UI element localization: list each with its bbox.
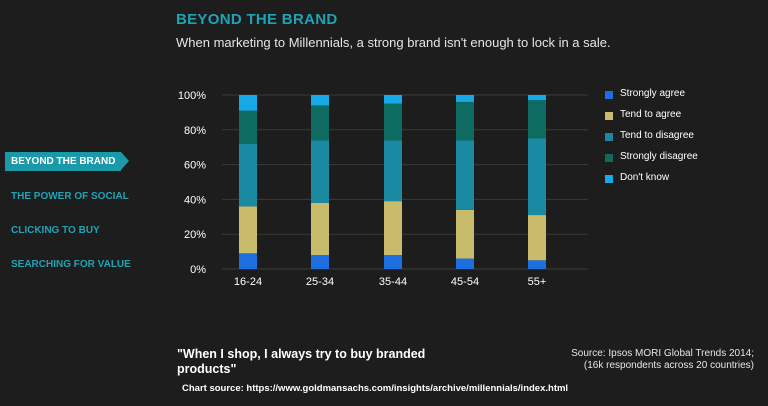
legend-label: Tend to agree bbox=[620, 109, 682, 120]
y-tick-label: 0% bbox=[190, 264, 206, 276]
y-tick-label: 20% bbox=[184, 229, 206, 241]
bar-segment bbox=[528, 215, 546, 261]
page-title: BEYOND THE BRAND bbox=[176, 11, 338, 28]
survey-question-quote: "When I shop, I always try to buy brande… bbox=[177, 347, 426, 376]
bar-segment bbox=[384, 103, 402, 141]
source-line-1: Source: Ipsos MORI Global Trends 2014; bbox=[571, 348, 754, 359]
nav-item-beyond-the-brand[interactable]: BEYOND THE BRAND bbox=[5, 152, 130, 171]
legend-swatch bbox=[605, 154, 613, 162]
bar-segment bbox=[239, 143, 257, 207]
legend-label: Tend to disagree bbox=[620, 130, 694, 141]
legend-label: Don't know bbox=[620, 172, 670, 183]
bar-segment bbox=[311, 95, 329, 106]
bar-segment bbox=[456, 258, 474, 269]
x-tick-label: 55+ bbox=[528, 276, 547, 288]
bar-segment bbox=[239, 110, 257, 144]
bar-segment bbox=[528, 100, 546, 139]
bar-segment bbox=[239, 95, 257, 111]
bar-segment bbox=[456, 209, 474, 259]
bar-segment bbox=[456, 140, 474, 210]
bar-segment bbox=[528, 138, 546, 216]
y-tick-label: 80% bbox=[184, 125, 206, 137]
bar-segment bbox=[528, 95, 546, 101]
bar-segment bbox=[239, 206, 257, 254]
bar-segment bbox=[311, 140, 329, 203]
legend-label: Strongly disagree bbox=[620, 151, 698, 162]
y-tick-label: 60% bbox=[184, 160, 206, 172]
legend-label: Strongly agree bbox=[620, 88, 686, 99]
bar-segment bbox=[456, 101, 474, 141]
data-source-note: Source: Ipsos MORI Global Trends 2014; (… bbox=[514, 348, 754, 372]
x-tick-label: 25-34 bbox=[306, 276, 334, 288]
bar-segment bbox=[239, 253, 257, 269]
chart-source-link[interactable]: Chart source: https://www.goldmansachs.c… bbox=[182, 383, 569, 394]
bar-segment bbox=[528, 260, 546, 269]
y-tick-label: 40% bbox=[184, 194, 206, 206]
legend-swatch bbox=[605, 133, 613, 141]
x-tick-label: 35-44 bbox=[379, 276, 407, 288]
x-tick-label: 16-24 bbox=[234, 276, 262, 288]
bar-segment bbox=[384, 95, 402, 104]
x-tick-label: 45-54 bbox=[451, 276, 479, 288]
legend-swatch bbox=[605, 175, 613, 183]
bar-segment bbox=[311, 255, 329, 269]
bar-segment bbox=[456, 95, 474, 102]
source-line-2: (16k respondents across 20 countries) bbox=[583, 360, 754, 371]
bar-segment bbox=[311, 105, 329, 141]
nav-item-searching-for-value[interactable]: SEARCHING FOR VALUE bbox=[11, 259, 131, 270]
bar-segment bbox=[311, 202, 329, 256]
nav-item-the-power-of-social[interactable]: THE POWER OF SOCIAL bbox=[11, 191, 129, 202]
bar-segment bbox=[384, 140, 402, 202]
y-tick-label: 100% bbox=[178, 90, 206, 102]
page-subtitle: When marketing to Millennials, a strong … bbox=[176, 35, 611, 50]
legend-swatch bbox=[605, 112, 613, 120]
bar-segment bbox=[384, 201, 402, 256]
nav-item-clicking-to-buy[interactable]: CLICKING TO BUY bbox=[11, 225, 100, 236]
bar-segment bbox=[384, 255, 402, 269]
legend-swatch bbox=[605, 91, 613, 99]
